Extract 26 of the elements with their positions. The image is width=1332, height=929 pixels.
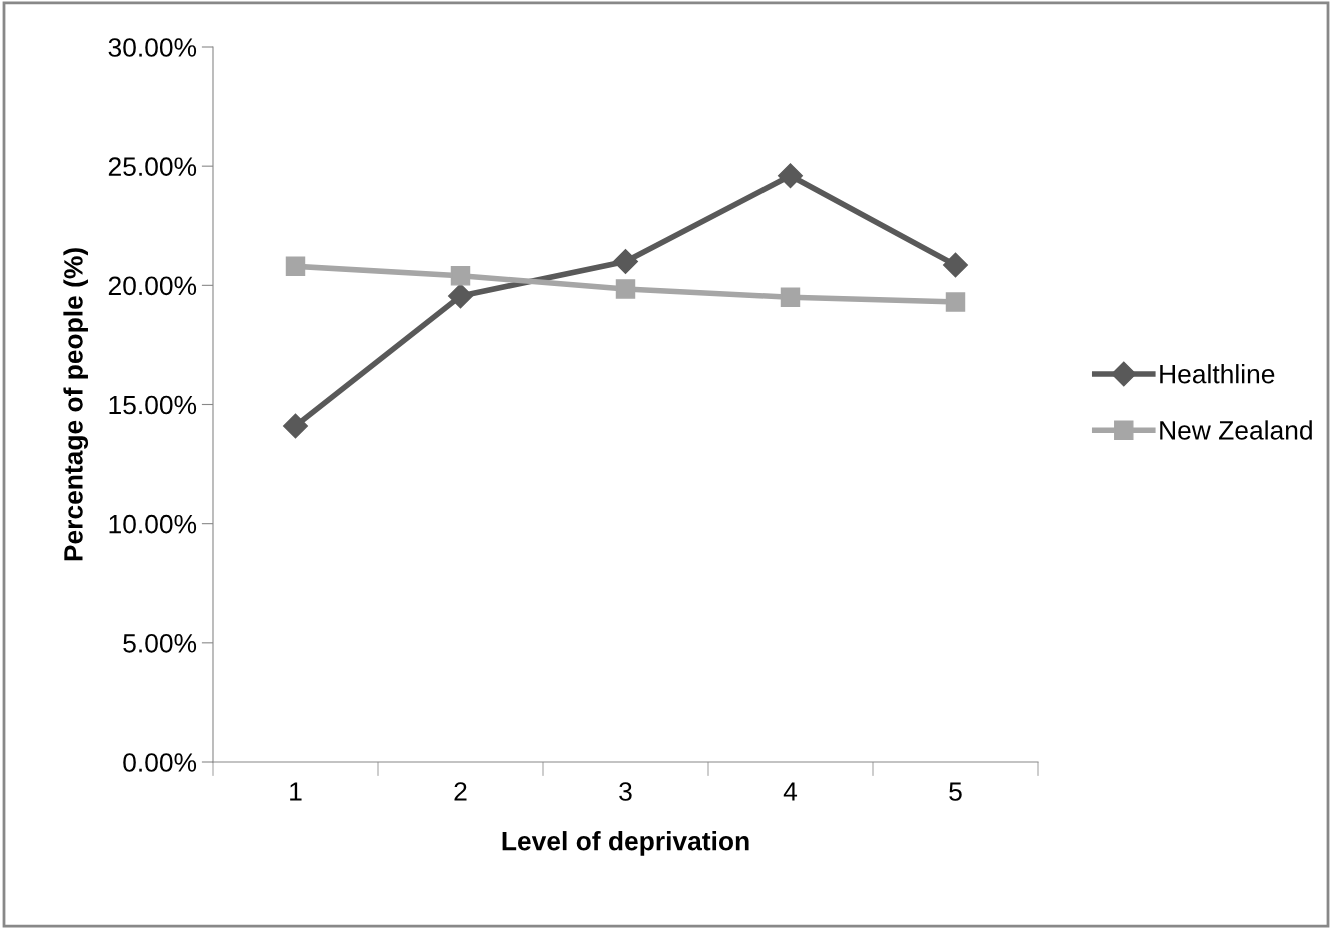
y-tick-label: 10.00% <box>109 514 197 534</box>
point <box>285 256 306 276</box>
point <box>450 266 471 286</box>
point <box>448 283 473 309</box>
point <box>943 252 968 278</box>
legend-label: Healthline <box>1160 364 1275 384</box>
x-tick-label: 5 <box>949 782 962 801</box>
y-tick-label: 0.00% <box>123 753 197 772</box>
x-tick-label: 3 <box>619 782 632 801</box>
y-tick-label: 5.00% <box>123 633 197 653</box>
y-axis-title: Percentage of people (%) <box>63 248 89 561</box>
x-tick-label: 2 <box>454 782 467 801</box>
point <box>945 292 966 312</box>
y-tick-label: 30.00% <box>108 38 197 57</box>
x-axis-title: Level of deprivation <box>502 831 749 856</box>
point <box>780 287 801 307</box>
point <box>283 413 308 439</box>
point <box>613 249 638 274</box>
x-tick-label: 1 <box>290 782 302 801</box>
point <box>615 279 636 299</box>
y-tick-label: 15.00% <box>109 395 197 415</box>
point <box>778 163 803 189</box>
y-tick-label: 25.00% <box>108 157 197 176</box>
legend-label: New Zealand <box>1160 420 1312 440</box>
y-tick-label: 20.00% <box>108 276 197 296</box>
x-tick-label: 4 <box>783 782 798 801</box>
